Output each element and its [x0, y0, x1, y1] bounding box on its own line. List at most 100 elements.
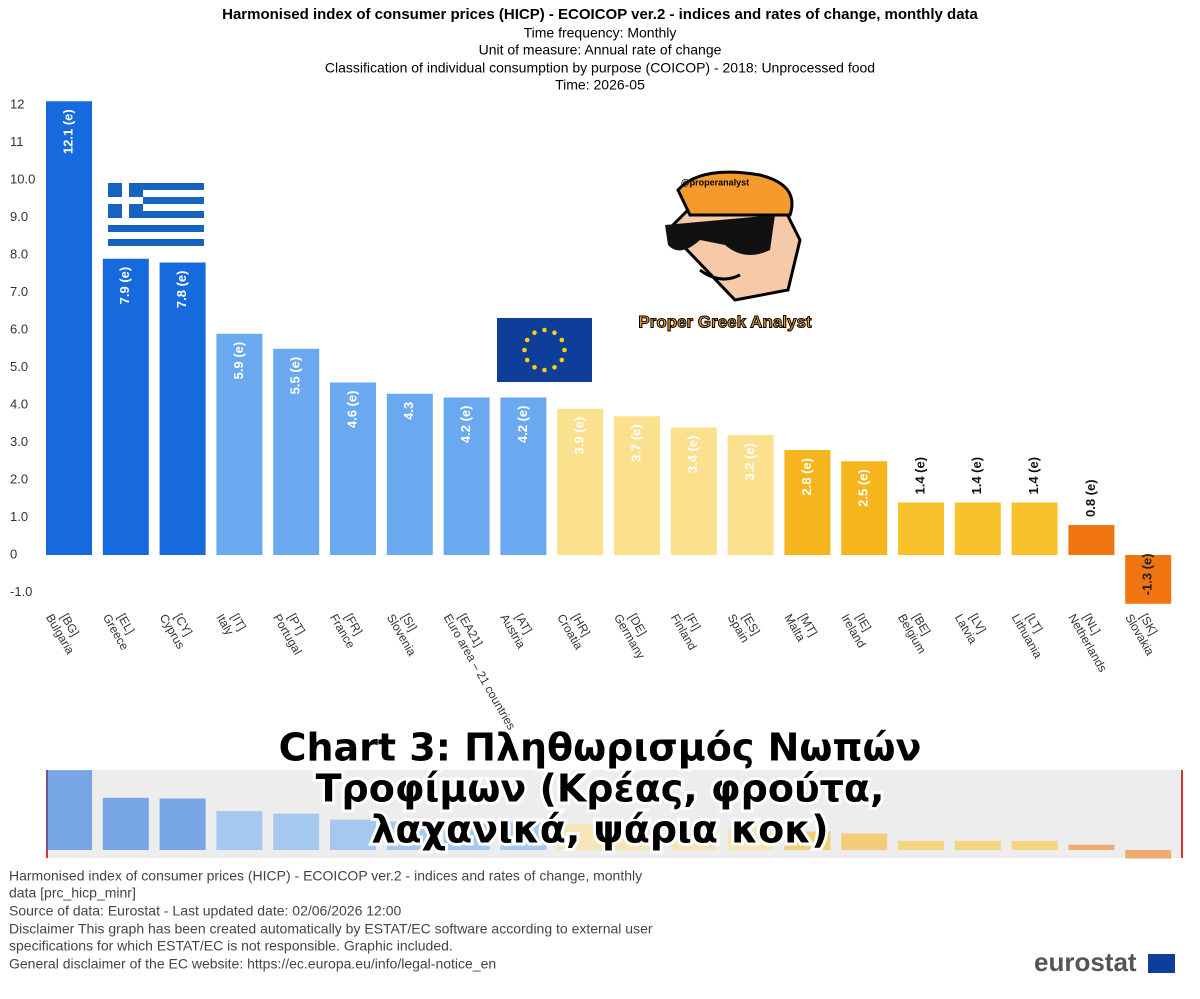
- eurostat-logo: eurostat: [1034, 947, 1137, 977]
- navigator-bar: [102, 797, 149, 850]
- headline: Chart 3: Πληθωρισμός Νωπών: [279, 726, 922, 770]
- y-tick-label: 1.0: [10, 509, 28, 524]
- navigator-bar: [954, 840, 1001, 850]
- bar: [216, 333, 263, 555]
- x-tick-label: [EL]Greece: [100, 605, 143, 653]
- value-label: 7.8 (e): [174, 271, 189, 309]
- value-label: 5.9 (e): [231, 342, 246, 380]
- y-tick-label: 8.0: [10, 246, 28, 261]
- value-label: 1.4 (e): [1026, 457, 1041, 495]
- bar: [898, 502, 944, 555]
- bar: [443, 397, 490, 555]
- footer-line: Harmonised index of consumer prices (HIC…: [9, 868, 642, 884]
- navigator-bar: [670, 827, 717, 850]
- value-label: 4.6 (e): [344, 391, 359, 429]
- y-tick-label: -1.0: [10, 584, 32, 599]
- x-tick-label: [HR]Croatia: [554, 605, 597, 652]
- navigator-bar: [614, 825, 660, 850]
- value-label: 2.8 (e): [799, 458, 814, 496]
- value-label: 3.9 (e): [572, 417, 587, 455]
- value-label: 3.7 (e): [628, 424, 643, 462]
- navigator-bar: [500, 822, 547, 850]
- subtitle: Time: 2026-05: [555, 77, 645, 93]
- value-label: 12.1 (e): [60, 109, 75, 154]
- footer-line: Disclaimer This graph has been created a…: [9, 921, 653, 937]
- value-label: 2.5 (e): [856, 469, 871, 507]
- bar: [1068, 525, 1115, 555]
- navigator-bar: [1125, 850, 1172, 859]
- value-label: 7.9 (e): [117, 267, 132, 305]
- bar: [159, 262, 206, 555]
- navigator-bar: [46, 770, 92, 850]
- x-tick-label: [LV]Latvia: [952, 605, 992, 647]
- navigator-bar: [841, 833, 888, 850]
- y-tick-label: 10.0: [10, 171, 35, 186]
- bar: [46, 101, 92, 555]
- cartoon-logo: @properanalyst Proper Greek Analyst: [638, 170, 812, 332]
- navigator-bar: [216, 811, 263, 850]
- value-label: 3.4 (e): [685, 436, 700, 474]
- bar: [784, 450, 831, 555]
- x-tick-label: [NL]Netherlands: [1065, 605, 1121, 675]
- navigator-bar: [443, 822, 490, 850]
- footer-line: General disclaimer of the EC website: ht…: [9, 956, 496, 972]
- y-tick-label: 9.0: [10, 209, 28, 224]
- navigator-bar: [898, 840, 944, 850]
- y-tick-label: 7.0: [10, 284, 28, 299]
- bar: [102, 258, 149, 555]
- value-label: 5.5 (e): [288, 357, 303, 395]
- x-tick-label: [DE]Germany: [611, 605, 659, 661]
- value-label: 3.2 (e): [742, 443, 757, 481]
- navigator-bar: [784, 831, 831, 850]
- navigator-bar: [273, 813, 320, 850]
- handle: @properanalyst: [681, 177, 749, 187]
- bar: [727, 435, 774, 555]
- y-tick-label: 2.0: [10, 471, 28, 486]
- bar: [386, 393, 433, 555]
- navigator-bar: [727, 828, 774, 850]
- chart-title: Harmonised index of consumer prices (HIC…: [222, 6, 978, 23]
- subtitle: Unit of measure: Annual rate of change: [479, 42, 722, 58]
- y-tick-label: 6.0: [10, 321, 28, 336]
- value-label: 4.3: [401, 402, 416, 420]
- navigator-bar: [1068, 844, 1115, 850]
- bar: [954, 502, 1001, 555]
- value-label: -1.3 (e): [1140, 553, 1155, 595]
- bar: [557, 408, 604, 555]
- greek-flag: [108, 183, 204, 246]
- footer-line: data [prc_hicp_minr]: [9, 885, 136, 901]
- headline: λαχανικά, ψάρια κοκ): [371, 808, 828, 852]
- x-tick-label: [FR]France: [327, 605, 369, 651]
- headline: Τροφίμων (Κρέας, φρούτα,: [316, 767, 885, 811]
- x-tick-label: [PT]Portugal: [270, 605, 316, 657]
- y-tick-label: 4.0: [10, 396, 28, 411]
- bar: [500, 397, 547, 555]
- subtitle: Time frequency: Monthly: [524, 25, 677, 41]
- navigator-bar: [159, 798, 206, 850]
- y-tick-label: 12: [10, 96, 24, 111]
- x-tick-label: [CY]Cyprus: [156, 605, 198, 651]
- logo-flag: [1148, 954, 1175, 973]
- footer-line: specifications for which ESTAT/EC is not…: [9, 938, 453, 954]
- x-tick-label: [BG]Bulgaria: [43, 605, 89, 657]
- x-tick-label: [LT]Lithuania: [1008, 605, 1056, 661]
- y-tick-label: 5.0: [10, 359, 28, 374]
- value-label: 1.4 (e): [969, 457, 984, 495]
- x-tick-label: [SI]Slovenia: [384, 605, 431, 659]
- x-tick-label: [IT]Italy: [213, 605, 249, 640]
- value-label: 4.2 (e): [515, 406, 530, 444]
- x-tick-label: [ES]Spain: [724, 605, 763, 645]
- x-tick-label: [AT]Austria: [497, 605, 539, 651]
- x-tick-label: [SK]Slovakia: [1122, 605, 1168, 658]
- x-tick-label: [BE]Belgium: [895, 605, 940, 656]
- y-tick-label: 0: [10, 546, 17, 561]
- footer-line: Source of data: Eurostat - Last updated …: [9, 903, 402, 919]
- bar: [330, 382, 376, 555]
- x-tick-label: [MT]Malta: [781, 605, 820, 645]
- x-tick-label: [FI]Finland: [668, 605, 711, 653]
- y-tick-label: 11: [10, 134, 24, 149]
- bar: [273, 348, 320, 555]
- x-tick-label: [IE]Ireland: [838, 605, 880, 650]
- brand: Proper Greek Analyst: [638, 312, 812, 331]
- navigator-bar: [386, 821, 433, 850]
